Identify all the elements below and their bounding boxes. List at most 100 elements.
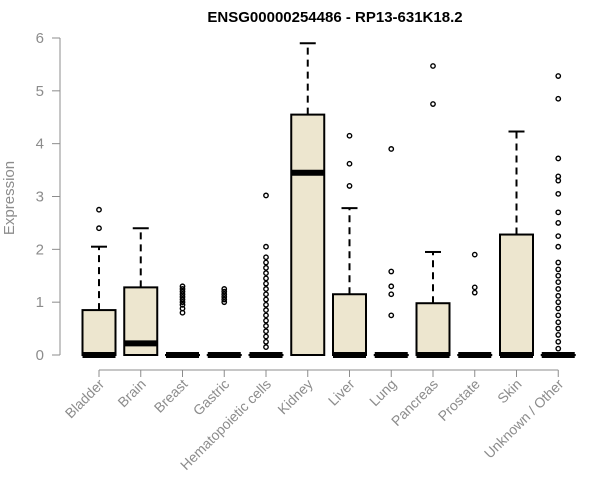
outlier-point bbox=[555, 243, 562, 250]
outlier-point bbox=[179, 293, 186, 300]
outlier-point bbox=[263, 338, 269, 345]
outlier-point bbox=[471, 251, 478, 258]
outlier-point bbox=[555, 95, 562, 102]
outlier-point bbox=[263, 259, 269, 266]
outlier-point bbox=[221, 299, 228, 306]
outlier-point bbox=[388, 146, 395, 152]
outlier-point bbox=[263, 323, 269, 329]
y-axis-label: Expression bbox=[1, 161, 18, 235]
outlier-point bbox=[179, 301, 186, 308]
chart-title: ENSG00000254486 - RP13-631K18.2 bbox=[207, 9, 462, 26]
outlier-point bbox=[555, 345, 562, 352]
outlier-point bbox=[430, 101, 436, 107]
x-category-label: Bladder bbox=[62, 376, 108, 422]
outlier-point bbox=[555, 173, 562, 180]
outlier-point bbox=[555, 73, 562, 79]
outlier-point bbox=[346, 160, 353, 167]
x-category-label: Skin bbox=[494, 376, 525, 407]
outlier-point bbox=[263, 243, 269, 250]
outlier-point bbox=[555, 292, 562, 299]
outlier-point bbox=[346, 183, 353, 189]
outlier-point bbox=[221, 286, 228, 292]
outlier-point bbox=[263, 275, 269, 282]
outlier-point bbox=[221, 291, 228, 298]
outlier-point bbox=[555, 272, 562, 279]
outlier-point bbox=[555, 266, 562, 273]
x-category-label: Kidney bbox=[274, 376, 316, 418]
outlier-point bbox=[179, 291, 186, 298]
x-category-label: Breast bbox=[151, 376, 191, 416]
outlier-point bbox=[555, 299, 562, 306]
outlier-point bbox=[179, 305, 186, 312]
outlier-point bbox=[263, 264, 269, 271]
x-category-label: Liver bbox=[325, 376, 358, 409]
outlier-point bbox=[179, 286, 186, 292]
outlier-point bbox=[263, 296, 269, 303]
outlier-point bbox=[555, 279, 562, 285]
outlier-point bbox=[179, 299, 186, 306]
outlier-point bbox=[388, 283, 395, 290]
outlier-point bbox=[388, 312, 395, 319]
x-category-label: Unknown / Other bbox=[481, 376, 567, 462]
box-rect bbox=[81, 309, 117, 357]
box-rect bbox=[415, 302, 451, 356]
outlier-point bbox=[555, 220, 562, 226]
x-category-label: Lung bbox=[366, 376, 399, 409]
outlier-point bbox=[346, 132, 353, 139]
outlier-point bbox=[555, 338, 562, 345]
outlier-point bbox=[263, 307, 269, 313]
outlier-point bbox=[430, 63, 436, 69]
box-lung bbox=[373, 146, 409, 358]
outlier-point bbox=[555, 325, 562, 332]
outlier-point bbox=[263, 291, 269, 298]
x-category-label: Prostate bbox=[435, 376, 483, 424]
outlier-point bbox=[221, 296, 228, 303]
outlier-point bbox=[263, 254, 269, 261]
outlier-point bbox=[263, 192, 269, 199]
outlier-point bbox=[555, 190, 562, 197]
outlier-point bbox=[555, 312, 562, 319]
outlier-point bbox=[555, 209, 562, 216]
outlier-point bbox=[221, 293, 228, 300]
box-unknown-other bbox=[540, 73, 576, 358]
box-skin bbox=[499, 130, 534, 358]
y-tick-label: 0 bbox=[36, 347, 44, 364]
box-liver bbox=[332, 132, 367, 358]
outlier-point bbox=[388, 291, 395, 298]
outlier-point bbox=[179, 283, 186, 290]
outlier-point bbox=[179, 288, 186, 295]
box-gastric bbox=[206, 286, 242, 358]
y-tick-label: 6 bbox=[36, 30, 44, 47]
box-brain bbox=[123, 227, 159, 356]
y-tick-label: 5 bbox=[36, 83, 44, 100]
x-category-label: Brain bbox=[114, 376, 148, 410]
outlier-point bbox=[388, 268, 395, 275]
outlier-point bbox=[96, 206, 102, 213]
outlier-point bbox=[263, 280, 269, 287]
box-breast bbox=[165, 283, 200, 358]
y-tick-label: 4 bbox=[36, 136, 44, 153]
outlier-point bbox=[96, 225, 102, 232]
y-tick-label: 3 bbox=[36, 189, 44, 206]
outlier-point bbox=[555, 259, 562, 266]
box-pancreas bbox=[415, 63, 451, 358]
outlier-point bbox=[471, 284, 478, 291]
outlier-point bbox=[263, 328, 269, 335]
outlier-point bbox=[555, 319, 562, 326]
outlier-point bbox=[263, 317, 269, 324]
outlier-point bbox=[263, 333, 269, 340]
outlier-point bbox=[555, 286, 562, 292]
outlier-point bbox=[555, 155, 562, 162]
outlier-point bbox=[221, 288, 228, 295]
box-bladder bbox=[81, 206, 117, 358]
y-tick-label: 1 bbox=[36, 294, 44, 311]
outlier-point bbox=[263, 344, 269, 350]
outlier-point bbox=[555, 233, 562, 240]
outlier-point bbox=[263, 270, 269, 277]
box-prostate bbox=[457, 251, 493, 358]
outlier-point bbox=[263, 286, 269, 292]
outlier-point bbox=[471, 289, 478, 296]
